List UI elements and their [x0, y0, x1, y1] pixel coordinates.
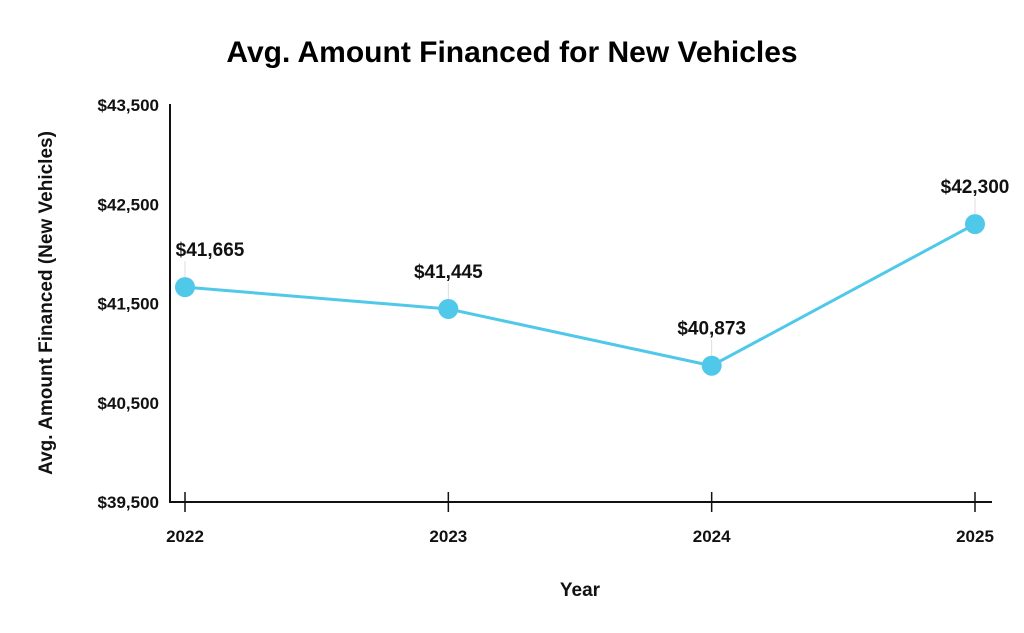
series-line [184, 222, 976, 368]
chart-title: Avg. Amount Financed for New Vehicles [226, 36, 797, 69]
y-tick-label: $41,500 [98, 295, 159, 314]
data-label-leaders [184, 198, 976, 356]
data-point-2024 [701, 355, 722, 376]
x-tick-label: 2024 [693, 527, 731, 546]
y-tick-label: $39,500 [98, 493, 159, 512]
data-points [175, 214, 985, 376]
data-label-2022: $41,665 [176, 240, 245, 261]
x-axis-title: Year [560, 580, 601, 601]
y-tick-label: $42,500 [98, 195, 159, 214]
x-tick-label: 2025 [956, 527, 994, 546]
y-tick-label: $43,500 [98, 96, 159, 115]
y-tick-label: $40,500 [98, 394, 159, 413]
data-label-2023: $41,445 [414, 262, 483, 283]
data-point-2023 [438, 298, 459, 319]
data-point-2022 [175, 277, 195, 298]
data-labels: $41,665 $41,445 $40,873 $42,300 [176, 177, 1010, 340]
data-label-2025: $42,300 [941, 177, 1010, 198]
x-tick-label: 2022 [166, 527, 204, 546]
y-axis-title: Avg. Amount Financed (New Vehicles) [36, 131, 57, 475]
data-point-2025 [965, 214, 985, 235]
x-ticks: 2022 2023 2024 2025 [166, 492, 994, 546]
x-tick-label: 2023 [429, 527, 467, 546]
data-label-2024: $40,873 [677, 319, 746, 340]
y-tick-labels: $39,500 $40,500 $41,500 $42,500 $43,500 [98, 96, 159, 512]
